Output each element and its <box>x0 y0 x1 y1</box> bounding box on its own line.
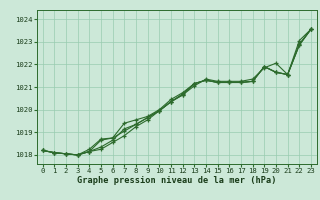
X-axis label: Graphe pression niveau de la mer (hPa): Graphe pression niveau de la mer (hPa) <box>77 176 276 185</box>
